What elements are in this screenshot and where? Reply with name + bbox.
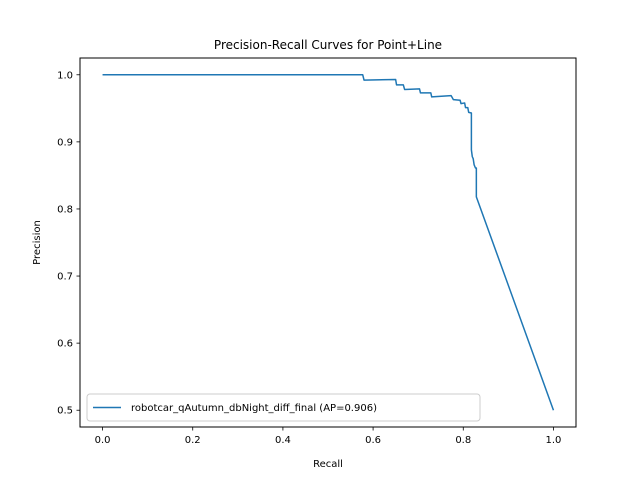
- pr-curve: [102, 74, 555, 411]
- series-layer: [102, 74, 555, 411]
- x-tick-label: 0.2: [185, 435, 201, 446]
- y-tick-label: 0.8: [57, 204, 73, 215]
- x-tick-label: 0.0: [95, 435, 111, 446]
- legend: robotcar_qAutumn_dbNight_diff_final (AP=…: [86, 393, 481, 422]
- x-axis: 0.0 0.2 0.4 0.6 0.8 1.0: [95, 427, 562, 446]
- x-tick-label: 0.8: [455, 435, 471, 446]
- x-tick-label: 0.4: [275, 435, 291, 446]
- y-tick-label: 0.9: [57, 137, 73, 148]
- x-tick-label: 1.0: [546, 435, 562, 446]
- y-axis-label: Precision: [32, 220, 43, 265]
- legend-box: [86, 393, 481, 422]
- y-tick-label: 0.6: [57, 339, 73, 350]
- y-tick-label: 0.5: [57, 406, 73, 417]
- y-tick-label: 1.0: [57, 70, 73, 81]
- y-tick-label: 0.7: [57, 272, 73, 283]
- chart-title: Precision-Recall Curves for Point+Line: [214, 38, 442, 52]
- legend-entry-label: robotcar_qAutumn_dbNight_diff_final (AP=…: [131, 403, 377, 414]
- x-axis-label: Recall: [313, 459, 343, 470]
- y-axis: 0.5 0.6 0.7 0.8 0.9 1.0: [57, 70, 80, 417]
- x-tick-label: 0.6: [365, 435, 381, 446]
- plot-area: 0.0 0.2 0.4 0.6 0.8 1.0 0.5 0.6 0.7 0.8 0.9 1.0: [57, 57, 577, 446]
- axes-frame: [79, 57, 577, 428]
